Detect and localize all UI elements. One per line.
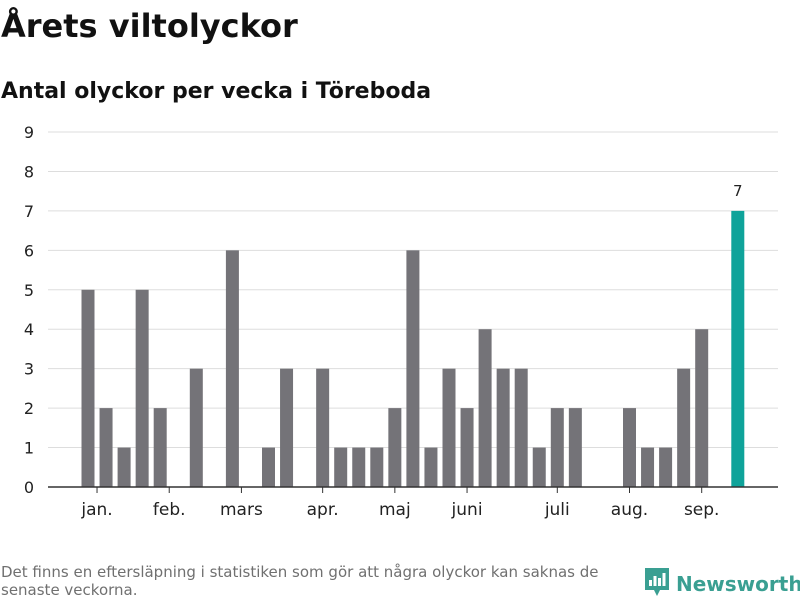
bar [225,250,239,487]
x-tick-label: juli [544,500,570,520]
x-tick-label: maj [379,500,411,520]
y-tick-label: 1 [24,439,34,458]
y-tick-label: 9 [24,123,34,142]
bar [496,368,510,487]
y-tick-label: 7 [24,202,34,221]
x-tick-label: apr. [307,500,339,520]
y-tick-label: 5 [24,281,34,300]
chart-subtitle: Antal olyckor per vecka i Töreboda [1,79,432,104]
chart-title: Årets viltolyckor [1,7,298,45]
bar [316,368,330,487]
bar [117,447,131,487]
bar [135,289,149,487]
bar [280,368,294,487]
data-labels: 7 [733,182,743,200]
bar [514,368,528,487]
brand-logo[interactable]: Newsworthy [644,568,800,600]
x-tick-label: feb. [153,500,186,520]
bar [189,368,203,487]
bar [532,447,546,487]
newsworthy-chart-logo-icon [644,567,670,601]
y-tick-label: 6 [24,241,34,260]
bar [641,447,655,487]
brand-name: Newsworthy [676,572,800,596]
x-axis-month-labels: jan. feb. mars apr. maj juni juli aug. sep. [80,487,719,520]
bar [388,408,402,487]
bar [352,447,366,487]
bar [81,289,95,487]
y-tick-label: 2 [24,399,34,418]
y-tick-label: 8 [24,162,34,181]
bar [442,368,456,487]
bar [262,447,275,487]
bar [460,408,474,487]
y-axis-tick-labels: 0 1 2 3 4 5 6 7 8 9 [24,123,34,497]
footnote: Det finns en eftersläpning i statistiken… [1,563,599,599]
bar [568,408,582,487]
bar [370,447,384,487]
bars [81,210,745,487]
bar [153,408,167,487]
bar [424,447,438,487]
data-label: 7 [733,182,743,200]
bar [550,408,564,487]
bar-chart: 0 1 2 3 4 5 6 7 8 9 7 jan. feb. mars apr. maj juni juli… [24,123,778,520]
x-tick-label: mars [220,500,263,520]
y-tick-label: 0 [24,478,34,497]
x-tick-label: aug. [611,500,648,520]
bar [99,408,113,487]
y-tick-label: 3 [24,360,34,379]
bar [478,329,492,487]
bar-highlighted [731,210,745,487]
bar [677,368,691,487]
bar [334,447,348,487]
x-tick-label: sep. [684,500,720,520]
bar [659,447,673,487]
y-tick-label: 4 [24,320,34,339]
x-tick-label: juni [451,500,483,520]
bar [623,408,636,487]
x-tick-label: jan. [80,500,112,520]
bar [695,329,709,487]
bar [406,250,420,487]
